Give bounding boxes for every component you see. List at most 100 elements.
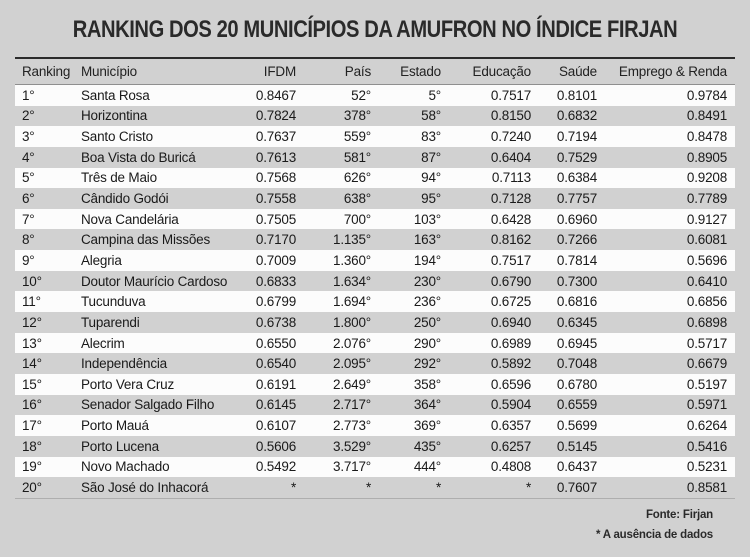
table-row: 15° Porto Vera Cruz 0.6191 2.649° 358° 0.6596… [15,373,735,395]
cell-educacao: 0.6357 [490,418,531,434]
cell-emprego-renda: 0.6264 [686,418,727,434]
table-body: 1° Santa Rosa 0.8467 52° 5° 0.7517 0.8101 0.978… [15,84,735,499]
table-row: 4° Boa Vista do Buricá 0.7613 581° 87° 0.6404… [15,147,735,168]
cell-emprego-renda: 0.9784 [686,87,727,103]
table-row: 17° Porto Mauá 0.6107 2.773° 369° 0.6357 0.569… [15,415,735,436]
cell-ranking: 3° [22,129,35,145]
cell-ranking: 5° [22,170,35,186]
cell-ranking: 17° [22,418,42,434]
cell-ranking: 12° [22,314,42,330]
cell-municipio: Horizontina [81,108,148,124]
cell-educacao: 0.7517 [490,252,531,268]
cell-saude: 0.7529 [556,149,597,165]
cell-saude: 0.7194 [556,129,597,145]
column-header-saude: Saúde [531,58,597,85]
cell-municipio: Três de Maio [81,170,157,186]
cell-municipio: Cândido Godói [81,191,169,207]
cell-ranking: 4° [22,149,35,165]
column-header-emprego-renda: Emprego & Renda [597,58,735,85]
cell-ifdm: 0.7505 [255,211,296,227]
cell-saude: 0.5145 [556,438,597,454]
cell-ifdm: 0.6191 [255,376,296,392]
cell-municipio: Porto Vera Cruz [81,376,175,392]
column-header-ifdm: IFDM [238,58,296,85]
cell-pais: 1.634° [333,273,371,289]
cell-municipio: Alegria [81,252,122,268]
cell-municipio: Porto Mauá [81,418,149,434]
cell-pais: 1.135° [333,232,371,248]
cell-educacao: 0.7517 [490,87,531,103]
cell-ranking: 13° [22,335,42,351]
cell-ifdm: 0.7637 [255,129,296,145]
table-row: 12° Tuparendi 0.6738 1.800° 250° 0.6940 0.6345… [15,312,735,333]
cell-ifdm: 0.6833 [255,273,296,289]
table-row: 1° Santa Rosa 0.8467 52° 5° 0.7517 0.8101 0.978… [15,84,735,106]
cell-ifdm: 0.6540 [255,356,296,372]
cell-estado: 292° [413,356,441,372]
cell-ranking: 14° [22,356,42,372]
cell-ifdm: 0.8467 [255,87,296,103]
cell-educacao: 0.6596 [490,376,531,392]
ranking-table-container: Ranking Município IFDM País Estado Educa… [15,57,735,499]
cell-municipio: Independência [81,356,167,372]
cell-ranking: 18° [22,438,42,454]
cell-ranking: 11° [22,294,41,310]
cell-saude: 0.7757 [556,191,597,207]
header-row: Ranking Município IFDM País Estado Educa… [15,58,735,85]
cell-estado: 103° [413,211,441,227]
cell-pais: 1.694° [333,294,371,310]
cell-municipio: Santa Rosa [81,87,150,103]
table-row: 19° Novo Machado 0.5492 3.717° 444° 0.4808 0.6… [15,456,735,478]
cell-estado: * [435,479,441,495]
cell-ranking: 7° [22,211,35,227]
cell-educacao: 0.6989 [490,335,531,351]
cell-municipio: São José do Inhacorá [81,479,209,495]
table-row: 6° Cândido Godói 0.7558 638° 95° 0.7128 0.7757… [15,188,735,209]
cell-saude: 0.6437 [556,459,597,475]
cell-estado: 236° [413,294,441,310]
cell-ranking: 1° [22,87,35,103]
table-row: 8° Campina das Missões 0.7170 1.135° 163° 0.8… [15,229,735,250]
cell-estado: 369° [413,418,441,434]
cell-educacao: 0.7128 [490,191,531,207]
cell-saude: 0.6816 [556,294,597,310]
cell-estado: 163° [413,232,441,248]
cell-educacao: 0.6940 [490,314,531,330]
cell-emprego-renda: 0.8478 [686,129,727,145]
cell-municipio: Santo Cristo [81,129,153,145]
cell-municipio: Alecrim [81,335,125,351]
table-row: 18° Porto Lucena 0.5606 3.529° 435° 0.6257 0.5… [15,436,735,457]
cell-ranking: 16° [22,397,42,413]
cell-pais: 2.649° [333,376,371,392]
cell-ifdm: 0.7824 [255,108,296,124]
cell-emprego-renda: 0.8491 [686,108,727,124]
cell-emprego-renda: 0.5197 [686,376,727,392]
cell-saude: 0.7300 [556,273,597,289]
cell-pais: 559° [343,129,371,145]
cell-pais: 638° [343,191,371,207]
table-row: 20° São José do Inhacorá * * * * 0.7607 0.8581 [15,477,735,498]
cell-estado: 58° [421,108,441,124]
cell-pais: 2.076° [333,335,371,351]
cell-educacao: 0.6404 [490,149,531,165]
table-footer: Fonte: Firjan * A ausência de dados [596,509,713,541]
cell-ranking: 10° [22,273,42,289]
cell-estado: 95° [421,191,441,207]
cell-educacao: 0.6257 [490,438,531,454]
cell-emprego-renda: 0.6856 [686,294,727,310]
cell-ifdm: 0.7568 [255,170,296,186]
cell-saude: 0.7607 [556,479,597,495]
cell-saude: 0.7048 [556,356,597,372]
cell-pais: 2.773° [333,418,371,434]
cell-saude: 0.6384 [556,170,597,186]
cell-ifdm: 0.6738 [255,314,296,330]
cell-estado: 5° [428,87,441,103]
cell-municipio: Tucunduva [81,294,146,310]
cell-emprego-renda: 0.5696 [686,252,727,268]
cell-emprego-renda: 0.6081 [686,232,727,248]
cell-pais: 2.717° [333,397,371,413]
cell-educacao: 0.6790 [490,273,531,289]
cell-pais: 3.717° [333,459,371,475]
cell-municipio: Doutor Maurício Cardoso [81,273,228,289]
column-header-ranking: Ranking [15,58,78,85]
